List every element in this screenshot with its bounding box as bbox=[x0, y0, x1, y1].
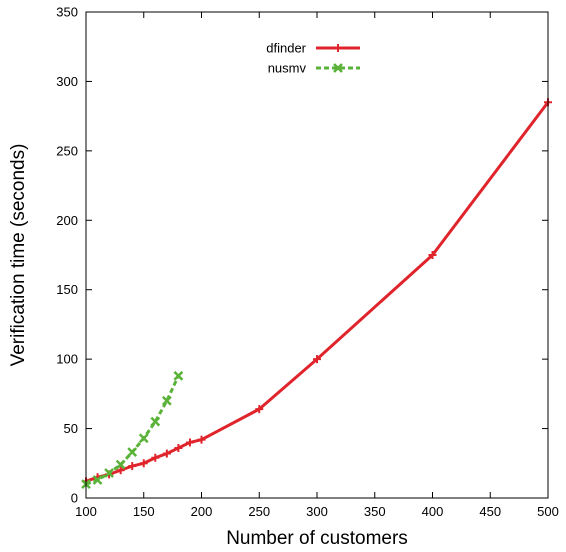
series-line-dfinder bbox=[85, 101, 550, 483]
y-tick-label: 0 bbox=[71, 491, 78, 506]
legend-label-dfinder: dfinder bbox=[266, 41, 306, 56]
plot-frame bbox=[85, 11, 549, 499]
legend-item-nusmv: nusmv bbox=[268, 61, 360, 76]
data-point-dfinder bbox=[255, 405, 264, 414]
legend-marker-shape-dfinder bbox=[334, 44, 342, 52]
y-tick-label: 250 bbox=[56, 143, 78, 158]
x-tick-label: 200 bbox=[191, 504, 213, 519]
y-tick-label: 150 bbox=[56, 282, 78, 297]
legend-item-dfinder: dfinder bbox=[266, 41, 360, 56]
data-point-nusmv bbox=[115, 459, 126, 470]
legend: dfinder nusmv bbox=[266, 41, 360, 76]
x-tick-label: 400 bbox=[422, 504, 444, 519]
y-tick-label: 300 bbox=[56, 74, 78, 89]
x-tick-label: 250 bbox=[248, 504, 270, 519]
x-tick-label: 300 bbox=[306, 504, 328, 519]
ticks-layer: 100 150 200 250 300 350 400 450 500 0 50 100 150 200 2… bbox=[56, 5, 559, 520]
x-tick-label: 100 bbox=[75, 504, 97, 519]
data-point-nusmv bbox=[104, 468, 114, 478]
data-point-nusmv bbox=[161, 395, 172, 406]
data-point-nusmv bbox=[127, 447, 138, 458]
y-tick-label: 200 bbox=[56, 213, 78, 228]
data-point-dfinder bbox=[185, 438, 194, 447]
data-point-dfinder bbox=[116, 466, 125, 475]
data-point-dfinder bbox=[151, 453, 160, 462]
x-tick-label: 150 bbox=[133, 504, 155, 519]
data-point-dfinder bbox=[428, 251, 437, 259]
y-tick-label: 100 bbox=[56, 352, 78, 367]
legend-label-nusmv: nusmv bbox=[268, 61, 307, 76]
data-point-dfinder bbox=[139, 459, 148, 468]
x-tick-label: 450 bbox=[479, 504, 501, 519]
series-layer bbox=[81, 98, 552, 489]
data-point-dfinder bbox=[197, 435, 206, 444]
y-tick-label: 350 bbox=[56, 5, 78, 20]
y-axis-label: Verification time (seconds) bbox=[8, 144, 29, 367]
x-axis-label: Number of customers bbox=[226, 528, 408, 549]
data-point-dfinder bbox=[174, 444, 183, 453]
data-point-dfinder bbox=[162, 449, 171, 458]
legend-marker-nusmv bbox=[333, 63, 343, 73]
y-tick-label: 50 bbox=[64, 421, 78, 436]
data-point-dfinder bbox=[128, 462, 137, 471]
data-point-nusmv bbox=[173, 370, 184, 381]
x-tick-label: 350 bbox=[364, 504, 386, 519]
x-tick-label: 500 bbox=[537, 504, 559, 519]
data-point-nusmv bbox=[92, 475, 103, 485]
data-point-nusmv bbox=[138, 433, 149, 444]
data-point-dfinder bbox=[313, 355, 321, 364]
data-point-nusmv bbox=[150, 416, 161, 427]
legend-marker-shape-nusmv bbox=[333, 63, 343, 73]
legend-marker-dfinder bbox=[334, 44, 342, 52]
